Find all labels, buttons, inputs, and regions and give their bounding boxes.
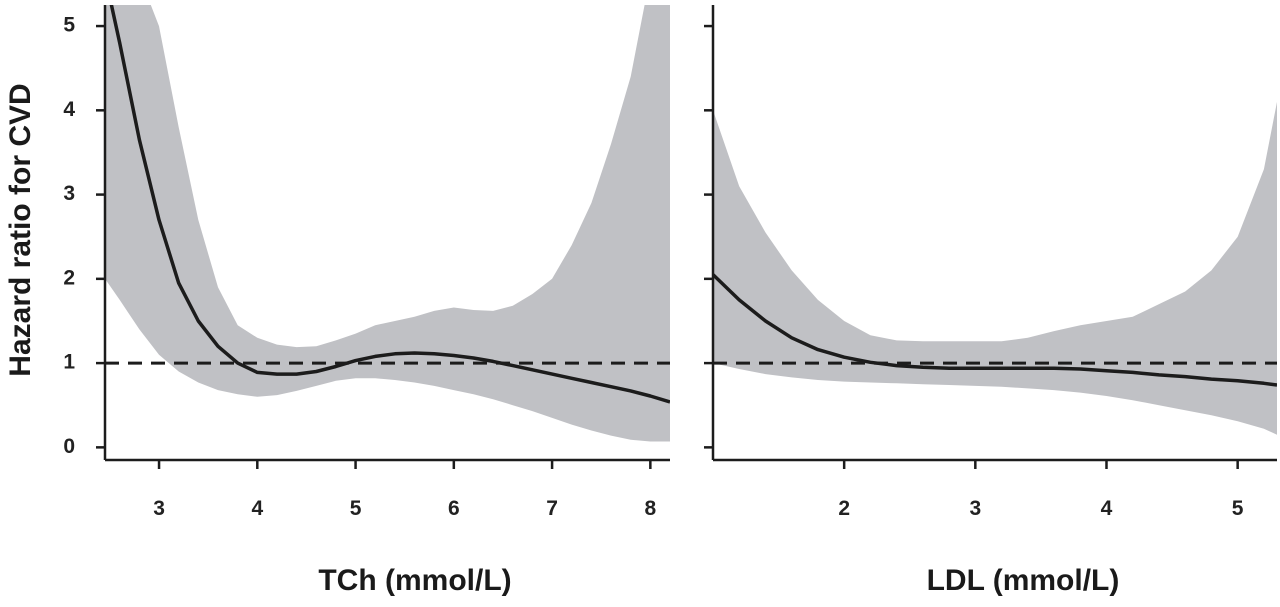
- tch-hazard-curve: [109, 5, 670, 404]
- tch-x-axis-title: TCh (mmol/L): [318, 564, 511, 597]
- ldl-hazard-curve: [713, 273, 1277, 387]
- ldl-x-tick-label: 4: [1101, 497, 1113, 520]
- tch-y-tick-label: 4: [63, 98, 75, 121]
- tch-panel: 0 1 2 3 4 5 3 4 5 6 7 8: [63, 5, 670, 520]
- tch-y-tick-label: 5: [63, 14, 75, 37]
- tch-x-tick-label: 8: [645, 497, 657, 520]
- ldl-plot-area: [713, 101, 1277, 435]
- tch-y-tick-label: 2: [63, 266, 75, 289]
- tch-x-tick-label: 7: [546, 497, 558, 520]
- tch-x-tick-label: 3: [153, 497, 165, 520]
- ldl-x-tick-label: 2: [838, 497, 850, 520]
- ldl-x-tick-label: 5: [1232, 497, 1244, 520]
- ldl-panel: 2 3 4 5: [704, 5, 1277, 520]
- tch-y-tick-label: 3: [63, 182, 75, 205]
- tch-y-tick-label: 0: [63, 435, 75, 458]
- tch-confidence-band: [105, 5, 670, 442]
- ldl-x-axis-title: LDL (mmol/L): [927, 564, 1120, 597]
- tch-x-tick-label: 6: [448, 497, 460, 520]
- ldl-x-tick-label: 3: [969, 497, 981, 520]
- y-axis-title: Hazard ratio for CVD: [4, 83, 37, 376]
- tch-x-tick-label: 5: [350, 497, 362, 520]
- tch-plot-area: [105, 5, 670, 442]
- ldl-confidence-band: [713, 101, 1277, 435]
- tch-x-tick-label: 4: [251, 497, 263, 520]
- tch-y-tick-label: 1: [63, 351, 75, 374]
